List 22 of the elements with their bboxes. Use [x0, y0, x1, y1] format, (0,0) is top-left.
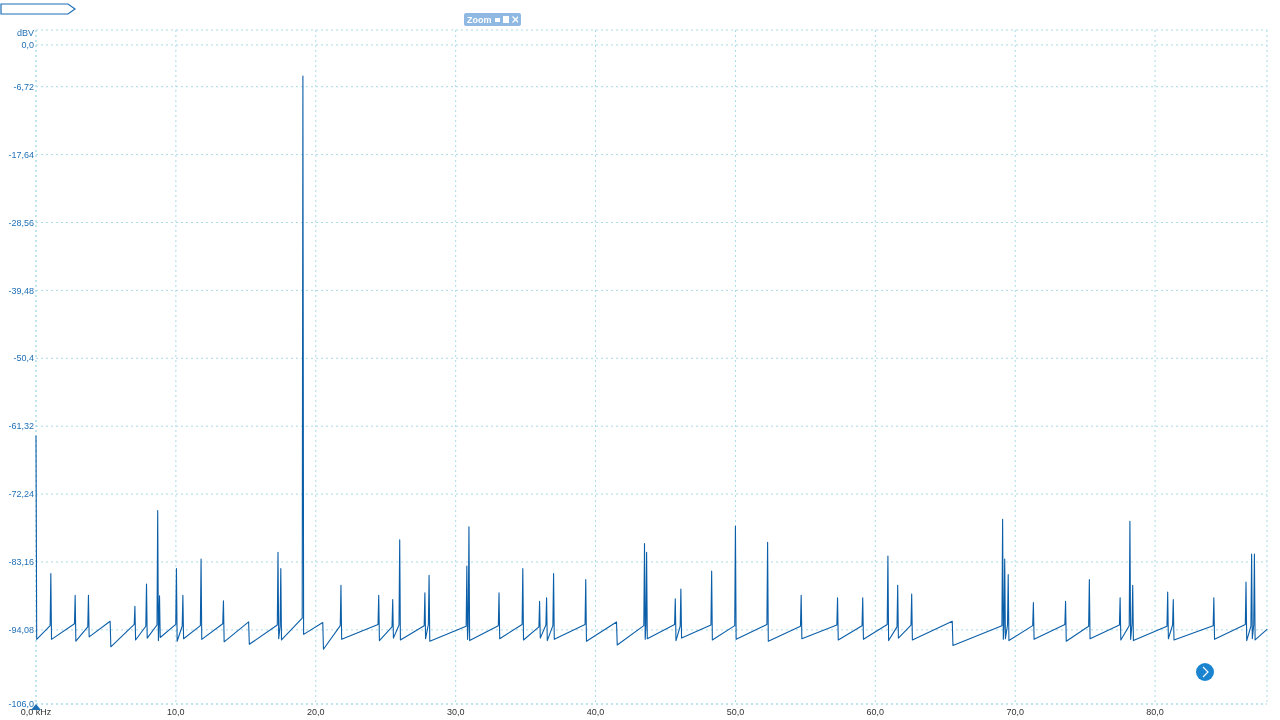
y-tick-label: 0,0: [21, 40, 34, 51]
x-tick-label: 50,0: [726, 707, 745, 717]
y-axis-title: dBV: [16, 28, 34, 38]
y-tick-label: -50,4: [13, 353, 34, 364]
y-tick-label: -83,16: [8, 557, 34, 568]
zoom-toolbar: Zoom: [464, 13, 521, 26]
x-tick-label: 60,0: [866, 707, 885, 717]
x-tick-label: 40,0: [586, 707, 605, 717]
y-tick-label: -61,32: [8, 421, 34, 432]
y-tick-label: -106,0: [8, 699, 34, 710]
x-tick-label: 10,0: [167, 707, 185, 717]
line-series: [35, 75, 1268, 650]
x-tick-label: 20,0: [307, 707, 325, 717]
y-tick-label: -6,72: [13, 81, 34, 92]
x-tick-label: 80,0: [1146, 707, 1164, 717]
y-tick-label: -39,48: [8, 285, 34, 296]
x-tick-label: 70,0: [1006, 707, 1024, 717]
x-tick-label: 30,0: [446, 707, 465, 717]
y-tick-label: -94,08: [8, 625, 34, 636]
y-tick-label: -17,64: [8, 149, 34, 160]
y-tick-label: -72,24: [8, 489, 34, 500]
y-tick-label: -28,56: [8, 217, 34, 228]
